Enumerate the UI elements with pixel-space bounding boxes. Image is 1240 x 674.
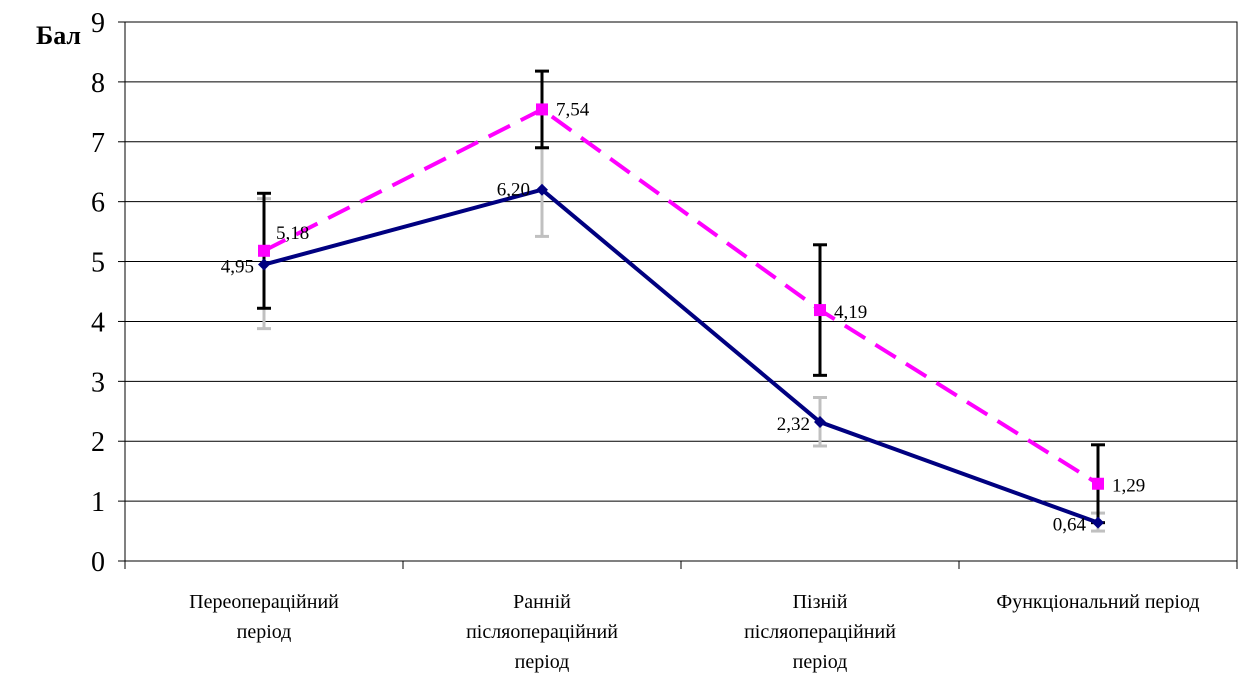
y-tick-label: 5	[91, 248, 105, 279]
data-label: 1,29	[1112, 476, 1145, 497]
x-tick-label: Переопераційний період	[189, 591, 339, 643]
y-tick-label: 1	[91, 487, 105, 518]
series-line	[263, 187, 1099, 525]
x-tick-label-line: Функціональний період	[996, 591, 1199, 613]
y-tick-label: 7	[91, 128, 105, 159]
error-bars	[257, 69, 1105, 533]
data-label: 0,64	[1053, 515, 1087, 536]
series-line	[263, 107, 1100, 486]
data-point	[536, 103, 548, 116]
y-axis-label: Бал	[36, 21, 81, 50]
series-lines	[263, 107, 1100, 525]
x-tick-label: Функціональний період	[996, 591, 1199, 613]
x-tick-label: Пізній післяопераційний період	[744, 591, 896, 673]
y-tick-label: 8	[91, 68, 105, 99]
data-label: 6,20	[497, 180, 530, 201]
x-tick-label-line: період	[515, 651, 570, 673]
data-point	[1092, 477, 1104, 490]
y-tick-label: 2	[91, 427, 105, 458]
x-tick-label-line: Пізній	[793, 591, 848, 613]
y-tick-label: 6	[91, 188, 105, 219]
x-tick-label-line: період	[237, 621, 292, 643]
axes	[118, 21, 1238, 569]
data-label: 2,32	[777, 414, 810, 435]
data-point	[1092, 516, 1104, 529]
series-markers	[258, 103, 1104, 529]
gridlines	[124, 21, 1238, 562]
data-labels: 4,95 6,20 2,32 0,64 5,18 7,54 4,19 1,29	[221, 99, 1146, 535]
plot-area	[124, 21, 1238, 562]
data-label: 4,19	[834, 302, 867, 323]
x-tick-label-line: Ранній	[513, 591, 571, 613]
x-tick-label-line: післяопераційний	[744, 621, 896, 643]
x-tick-label-line: Переопераційний	[189, 591, 339, 613]
data-label: 5,18	[276, 223, 309, 244]
x-tick-label-line: післяопераційний	[466, 621, 618, 643]
data-label: 4,95	[221, 257, 254, 278]
y-tick-labels: 0 1 2 3 4 5 6 7 8 9	[91, 8, 105, 578]
data-point	[814, 416, 826, 429]
data-point	[258, 244, 270, 257]
data-point	[814, 304, 826, 317]
x-tick-labels: Переопераційний період Ранній післяоперацій…	[189, 591, 1199, 673]
x-tick-label-line: період	[793, 651, 848, 673]
data-point	[536, 183, 548, 196]
y-tick-label: 0	[91, 547, 105, 578]
data-point	[258, 258, 270, 271]
data-label: 7,54	[556, 99, 590, 120]
y-tick-label: 4	[91, 307, 105, 338]
y-tick-label: 9	[91, 8, 105, 39]
y-tick-label: 3	[91, 367, 105, 398]
x-tick-label: Ранній післяопераційний період	[466, 591, 618, 673]
